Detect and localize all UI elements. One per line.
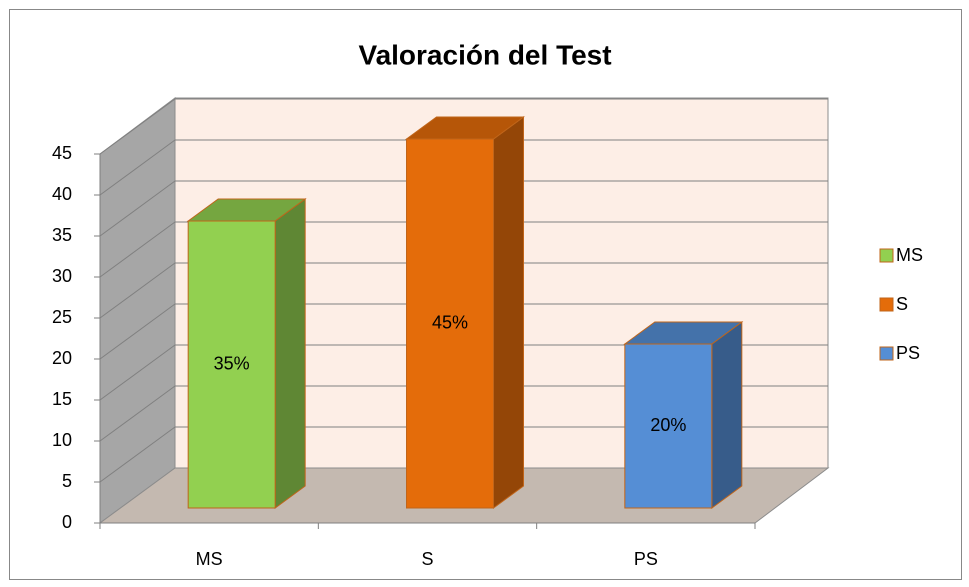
- grid-line-side: [99, 262, 176, 319]
- grid-line-side: [99, 426, 176, 483]
- y-tick-label: 20: [52, 348, 72, 368]
- x-tick-label: MS: [196, 549, 223, 569]
- grid-line-side: [99, 139, 176, 196]
- y-tick-label: 0: [62, 512, 72, 532]
- y-tick-label: 15: [52, 389, 72, 409]
- x-tick-label: S: [421, 549, 433, 569]
- y-tick-label: 35: [52, 225, 72, 245]
- grid-line-side: [99, 98, 176, 155]
- grid-line-side: [99, 180, 176, 237]
- y-tick-label: 25: [52, 307, 72, 327]
- legend-swatch: [879, 297, 894, 312]
- bar: [406, 138, 494, 509]
- legend-swatch: [879, 346, 894, 361]
- legend-label: PS: [896, 343, 920, 363]
- grid-line-side: [99, 344, 176, 401]
- value-label: 35%: [214, 353, 250, 373]
- bar-side: [711, 321, 743, 509]
- value-label: 45%: [432, 312, 468, 332]
- grid-line-side: [99, 221, 176, 278]
- chart-title: Valoración del Test: [358, 39, 611, 70]
- bar-side: [274, 198, 306, 509]
- x-tick-label: PS: [634, 549, 658, 569]
- y-tick-label: 45: [52, 143, 72, 163]
- bar: [187, 220, 276, 509]
- grid-line-side: [99, 303, 176, 360]
- y-tick-label: 5: [62, 471, 72, 491]
- bar: [624, 343, 713, 509]
- y-tick-label: 10: [52, 430, 72, 450]
- y-tick-label: 30: [52, 266, 72, 286]
- side-wall: [99, 97, 176, 524]
- grid-line-side: [99, 385, 176, 442]
- legend-label: S: [896, 294, 908, 314]
- legend-swatch: [879, 248, 894, 263]
- legend-label: MS: [896, 245, 923, 265]
- y-tick-label: 40: [52, 184, 72, 204]
- bar-side: [493, 116, 524, 509]
- value-label: 20%: [650, 415, 686, 435]
